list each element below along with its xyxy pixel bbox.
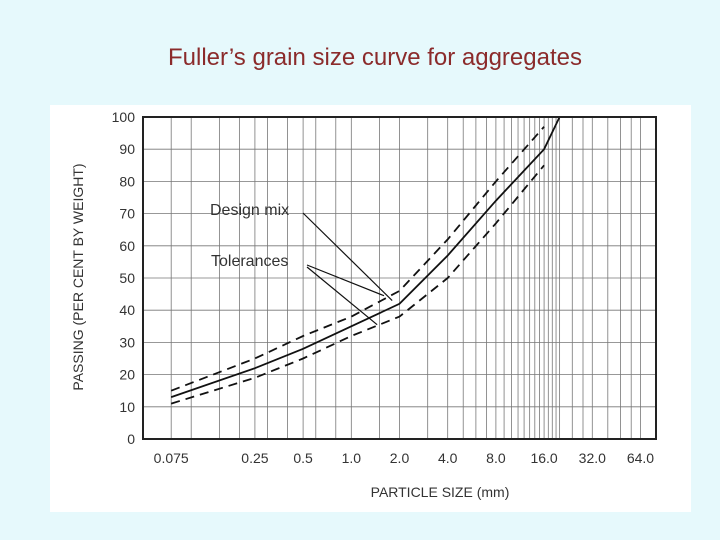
- x-tick-label: 0.5: [293, 450, 313, 466]
- tolerance-line-2: [170, 164, 545, 405]
- y-tick-label: 20: [119, 367, 135, 383]
- y-axis-label: PASSING (PER CENT BY WEIGHT): [70, 163, 86, 390]
- tolerance-line-1: [170, 126, 545, 392]
- plot-frame: [142, 116, 657, 440]
- y-tick-label: 0: [127, 431, 135, 447]
- y-tick-label: 40: [119, 302, 135, 318]
- leader-line-tolerance-lower: [306, 266, 378, 326]
- x-tick-label: 2.0: [390, 450, 410, 466]
- x-tick-label: 32.0: [579, 450, 606, 466]
- y-tick-label: 70: [119, 206, 135, 222]
- x-tick-label: 0.075: [154, 450, 189, 466]
- leader-line-design-mix: [302, 212, 393, 301]
- y-tick-label: 50: [119, 270, 135, 286]
- grain-size-chart: 0 10 20 30 40 50 60 70 80 90 100 0.075 0.25 0.5 1.0 2.0…: [70, 109, 657, 500]
- annotation-design-mix: Design mix: [210, 202, 289, 219]
- y-tick-label: 80: [119, 173, 135, 189]
- x-axis-label: PARTICLE SIZE (mm): [371, 484, 510, 500]
- y-tick-label: 30: [119, 334, 135, 350]
- slide-title: Fuller’s grain size curve for aggregates: [168, 44, 582, 71]
- y-tick-label: 10: [119, 399, 135, 415]
- leader-line-tolerance-upper: [306, 264, 385, 297]
- y-tick-label: 90: [119, 141, 135, 157]
- x-tick-label: 8.0: [486, 450, 506, 466]
- chart-figure: 0 10 20 30 40 50 60 70 80 90 100 0.075 0.25 0.5 1.0 2.0…: [50, 105, 691, 512]
- annotation-tolerances: Tolerances: [211, 253, 288, 270]
- x-tick-label: 64.0: [627, 450, 654, 466]
- x-tick-label: 4.0: [438, 450, 458, 466]
- y-tick-label: 60: [119, 238, 135, 254]
- x-tick-label: 1.0: [342, 450, 362, 466]
- y-tick-label: 100: [112, 109, 136, 125]
- x-tick-label: 16.0: [530, 450, 557, 466]
- design-mix-line: [170, 116, 561, 398]
- x-tick-label: 0.25: [241, 450, 268, 466]
